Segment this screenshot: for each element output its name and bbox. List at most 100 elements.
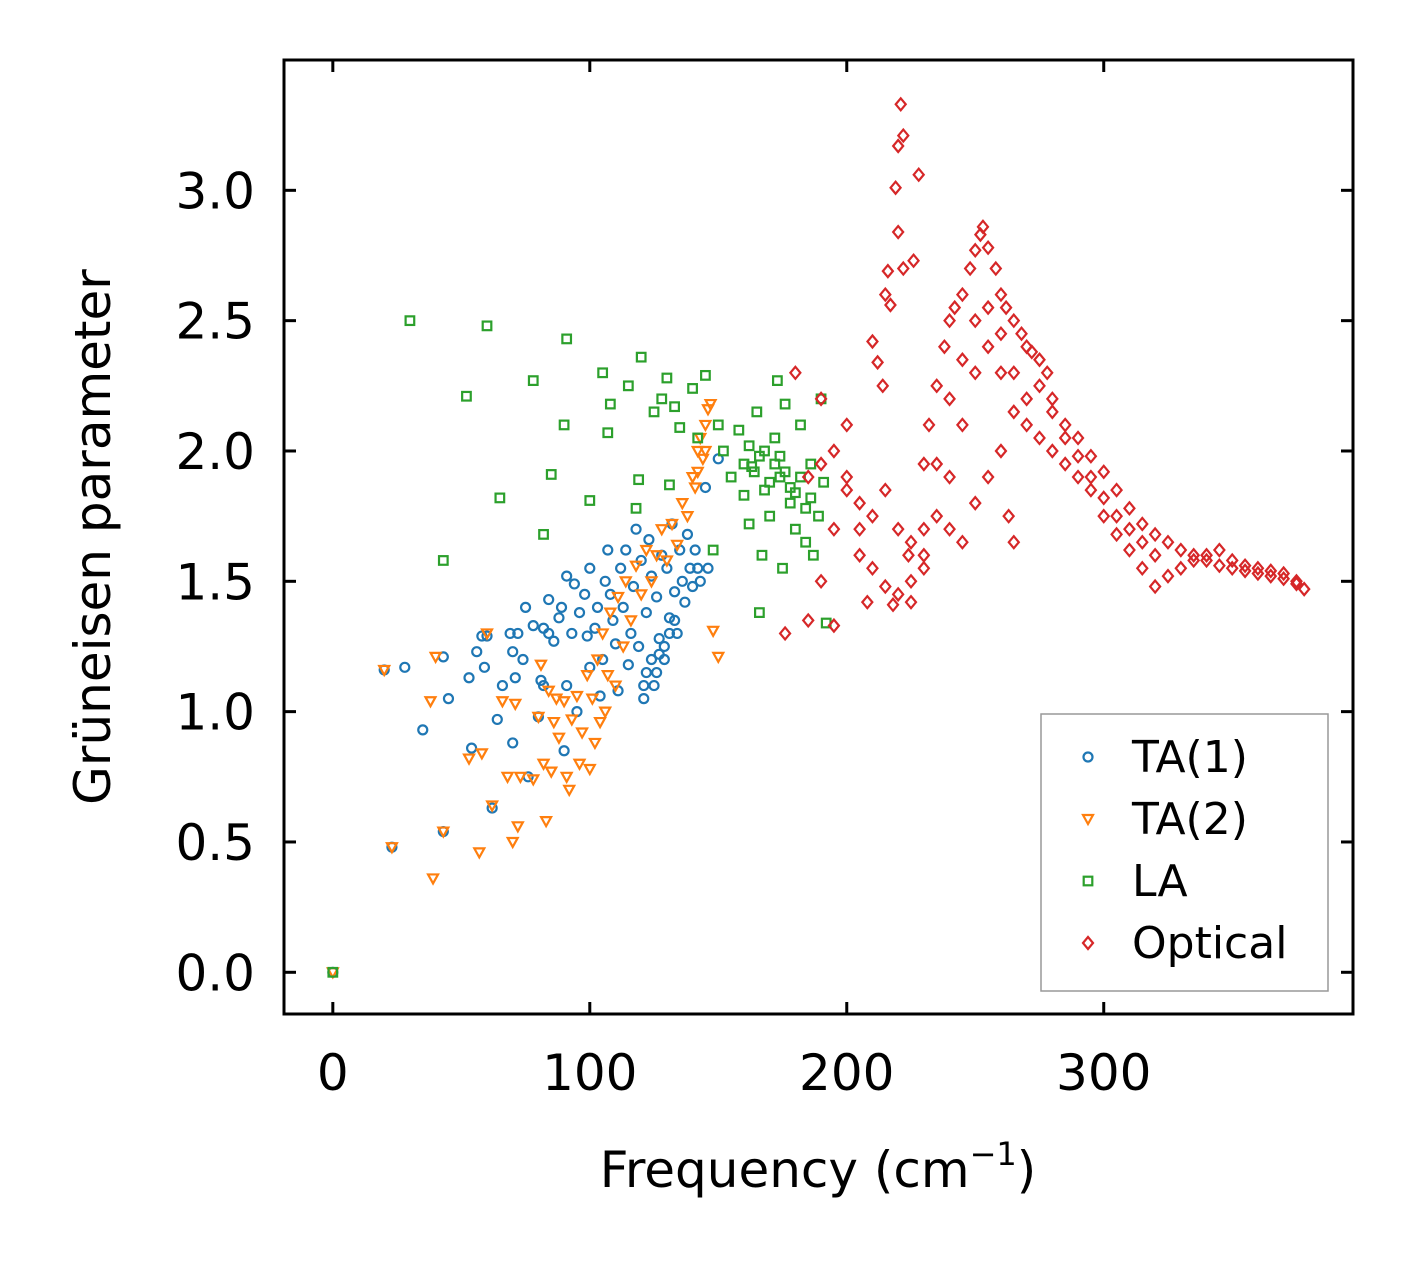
- data-point: [759, 445, 770, 457]
- data-point: [474, 748, 489, 761]
- data-point: [644, 576, 659, 589]
- data-point: [955, 417, 969, 433]
- data-point: [800, 502, 812, 514]
- data-point: [537, 679, 550, 692]
- data-point: [531, 711, 546, 725]
- data-point: [711, 651, 726, 665]
- data-point: [1135, 534, 1149, 550]
- data-point: [1135, 560, 1149, 576]
- data-point: [462, 753, 476, 766]
- data-point: [943, 391, 956, 407]
- data-point: [665, 518, 679, 532]
- data-point: [955, 286, 969, 303]
- data-point: [685, 471, 700, 485]
- data-point: [552, 732, 566, 745]
- data-point: [1110, 526, 1124, 543]
- data-point: [725, 471, 737, 483]
- data-point: [545, 469, 557, 480]
- data-point: [764, 476, 776, 488]
- data-point: [878, 482, 892, 498]
- plot-frame: [282, 58, 1355, 1016]
- data-point: [385, 842, 399, 855]
- data-point: [399, 661, 411, 673]
- data-point: [1015, 325, 1028, 342]
- data-point: [428, 651, 443, 665]
- legend: TA(1) TA(2) LA Optical: [1040, 713, 1329, 992]
- data-point: [629, 560, 643, 573]
- data-point: [651, 591, 663, 603]
- data-point: [638, 693, 650, 705]
- data-point: [640, 606, 652, 619]
- data-point: [1200, 547, 1213, 563]
- data-point: [669, 401, 680, 413]
- data-point: [664, 479, 675, 491]
- data-point: [627, 580, 640, 593]
- data-point: [1007, 365, 1021, 381]
- data-point: [1123, 500, 1136, 517]
- data-point: [633, 474, 645, 486]
- data-point: [840, 469, 854, 485]
- data-point: [1007, 404, 1021, 420]
- data-point: [692, 432, 704, 444]
- data-point: [777, 562, 788, 574]
- data-point: [1187, 552, 1201, 569]
- data-point: [1212, 542, 1226, 558]
- data-point: [814, 573, 828, 590]
- data-point: [585, 693, 600, 706]
- data-point: [546, 716, 561, 730]
- data-point: [663, 627, 676, 640]
- data-point: [616, 641, 631, 654]
- data-point: [1148, 578, 1162, 595]
- data-point: [1212, 557, 1226, 574]
- data-point: [507, 737, 519, 749]
- data-point: [620, 544, 632, 556]
- data-point: [886, 597, 900, 613]
- data-point: [698, 445, 713, 459]
- data-point: [694, 575, 706, 587]
- data-point: [930, 508, 944, 524]
- data-point: [738, 489, 750, 501]
- data-point: [598, 706, 613, 719]
- data-point: [517, 653, 529, 666]
- data-point: [896, 260, 910, 277]
- data-point: [1097, 508, 1111, 524]
- data-point: [1033, 378, 1046, 394]
- data-point: [536, 758, 551, 772]
- legend-marker: [1081, 813, 1095, 827]
- data-point: [491, 713, 503, 726]
- data-point: [814, 456, 828, 472]
- data-point: [541, 685, 556, 699]
- data-point: [543, 593, 555, 606]
- data-point: [917, 456, 931, 472]
- legend-label: Optical: [1132, 918, 1287, 969]
- data-point: [743, 518, 755, 530]
- x-axis-title-exponent: −1: [970, 1135, 1017, 1173]
- scatter-points: [325, 96, 1311, 980]
- data-point: [917, 521, 931, 537]
- data-point: [896, 127, 910, 144]
- data-point: [917, 547, 931, 563]
- data-point: [645, 653, 658, 666]
- legend-label: TA(2): [1131, 794, 1248, 845]
- data-point: [553, 612, 565, 624]
- data-point: [423, 696, 438, 709]
- data-point: [989, 260, 1003, 277]
- series-ta-2-: [325, 398, 726, 980]
- data-point: [675, 498, 690, 511]
- data-point: [480, 628, 494, 641]
- data-point: [712, 419, 724, 431]
- data-point: [1148, 526, 1162, 543]
- data-point: [981, 339, 995, 355]
- data-point: [769, 432, 781, 444]
- data-point: [595, 628, 610, 641]
- data-point: [805, 492, 817, 504]
- data-point: [579, 588, 591, 600]
- data-point: [485, 800, 500, 813]
- data-point: [1123, 542, 1136, 558]
- data-point: [968, 312, 982, 329]
- data-point: [795, 471, 806, 483]
- data-point: [564, 714, 579, 727]
- y-tick-label: 1.5: [175, 553, 255, 611]
- data-point: [639, 544, 654, 558]
- data-point: [690, 466, 705, 480]
